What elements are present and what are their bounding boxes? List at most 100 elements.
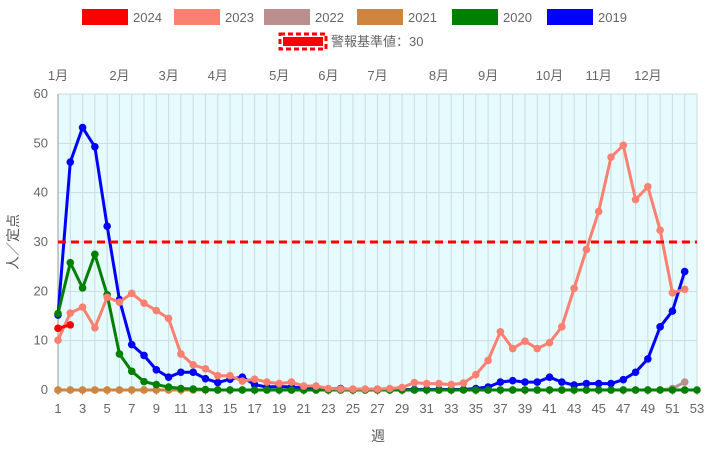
data-point-2023 (361, 385, 370, 393)
data-point-2019 (164, 373, 173, 381)
data-point-2020 (177, 384, 185, 393)
data-point-2023 (275, 379, 283, 388)
data-point-2024 (66, 321, 75, 329)
x-tick-label: 7 (128, 401, 135, 416)
legend-label-threshold: 警報基準値：30 (331, 34, 423, 49)
data-point-2023 (656, 226, 664, 234)
data-point-2019 (594, 379, 603, 388)
data-point-2019 (201, 374, 210, 383)
data-point-2019 (644, 355, 652, 363)
x-tick-label: 13 (198, 401, 212, 416)
month-label: 3月 (158, 68, 178, 83)
data-point-2020 (189, 385, 197, 393)
legend-label-2021: 2021 (408, 10, 437, 25)
x-tick-label: 37 (493, 401, 507, 416)
data-point-2023 (558, 323, 566, 331)
data-point-2020 (238, 386, 247, 394)
data-point-2023 (410, 378, 419, 387)
x-tick-label: 49 (641, 401, 655, 416)
data-point-2023 (484, 356, 492, 365)
data-point-2019 (680, 267, 689, 276)
data-point-2022 (680, 378, 689, 386)
data-point-2020 (533, 386, 542, 394)
data-point-2020 (693, 386, 701, 394)
legend-swatch-2019 (547, 9, 593, 25)
y-tick-label: 10 (34, 333, 48, 348)
data-point-2020 (422, 386, 431, 394)
data-point-2019 (521, 378, 529, 386)
legend-swatch-2021 (357, 9, 403, 25)
legend-swatch-2022 (264, 9, 310, 25)
data-point-2020 (78, 284, 87, 292)
data-point-2020 (250, 386, 259, 394)
month-label: 9月 (478, 68, 498, 83)
data-point-2023 (238, 377, 247, 385)
month-label: 11月 (585, 68, 612, 83)
data-point-2023 (324, 384, 333, 393)
data-point-2023 (631, 195, 640, 204)
data-point-2023 (385, 384, 394, 393)
x-tick-label: 21 (297, 401, 311, 416)
data-point-2019 (66, 158, 75, 166)
data-point-2023 (435, 379, 443, 388)
data-point-2021 (115, 386, 124, 394)
x-tick-label: 51 (665, 401, 679, 416)
data-point-2020 (91, 250, 99, 259)
legend-label-2022: 2022 (315, 10, 344, 25)
month-labels: 1月 2月 3月 4月 5月 6月 7月 8月 9月 10月 11月 12月 (48, 68, 662, 83)
data-point-2019 (668, 307, 677, 315)
data-point-2019 (91, 142, 99, 151)
y-axis-label: 人／定点 (5, 214, 21, 270)
x-tick-label: 23 (321, 401, 335, 416)
data-point-2020 (54, 309, 62, 318)
data-point-2023 (312, 382, 320, 390)
data-point-2023 (263, 378, 271, 386)
data-point-2023 (447, 380, 456, 389)
data-point-2023 (472, 370, 480, 379)
data-point-2023 (349, 385, 357, 393)
y-tick-label: 60 (34, 86, 48, 101)
data-point-2019 (656, 323, 664, 331)
data-point-2020 (226, 386, 234, 394)
data-point-2021 (152, 386, 161, 394)
data-point-2020 (631, 386, 640, 394)
data-point-2020 (201, 385, 210, 394)
month-label: 4月 (208, 68, 228, 83)
data-point-2023 (533, 344, 542, 353)
data-point-2019 (582, 379, 591, 388)
x-tick-label: 17 (247, 401, 261, 416)
data-point-2023 (287, 378, 296, 386)
data-point-2021 (78, 386, 87, 394)
data-point-2023 (680, 285, 689, 294)
data-point-2020 (152, 380, 161, 389)
data-point-2020 (66, 258, 75, 267)
x-tick-label: 29 (395, 401, 409, 416)
y-tick-label: 30 (34, 234, 48, 249)
data-point-2020 (115, 350, 124, 358)
data-point-2023 (66, 309, 75, 317)
data-point-2019 (127, 340, 136, 349)
x-tick-label: 9 (153, 401, 160, 416)
data-point-2020 (459, 386, 468, 394)
data-point-2023 (177, 350, 185, 358)
data-point-2020 (558, 386, 566, 394)
data-point-2023 (570, 284, 578, 293)
x-tick-label: 25 (346, 401, 360, 416)
x-tick-label: 45 (591, 401, 605, 416)
data-point-2023 (496, 327, 505, 336)
month-label: 6月 (318, 68, 338, 83)
legend-swatch-2024 (82, 9, 128, 25)
legend-label-2024: 2024 (133, 10, 162, 25)
data-point-2021 (103, 386, 111, 394)
data-point-2023 (459, 379, 468, 387)
data-point-2020 (619, 386, 628, 394)
data-point-2023 (103, 293, 111, 302)
y-tick-label: 0 (41, 382, 48, 397)
month-label: 12月 (634, 68, 661, 83)
x-tick-label: 33 (444, 401, 458, 416)
data-point-2023 (607, 153, 615, 161)
chart-legend: 2024 2023 2022 2021 2020 2019 警報基準値：30 (82, 9, 627, 51)
data-point-2019 (213, 378, 222, 387)
data-point-2024 (54, 324, 62, 333)
y-tick-label: 40 (34, 185, 48, 200)
